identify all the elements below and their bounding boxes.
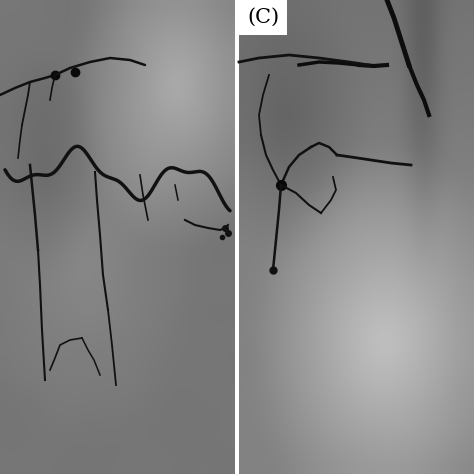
Text: (C): (C) [247, 8, 279, 27]
